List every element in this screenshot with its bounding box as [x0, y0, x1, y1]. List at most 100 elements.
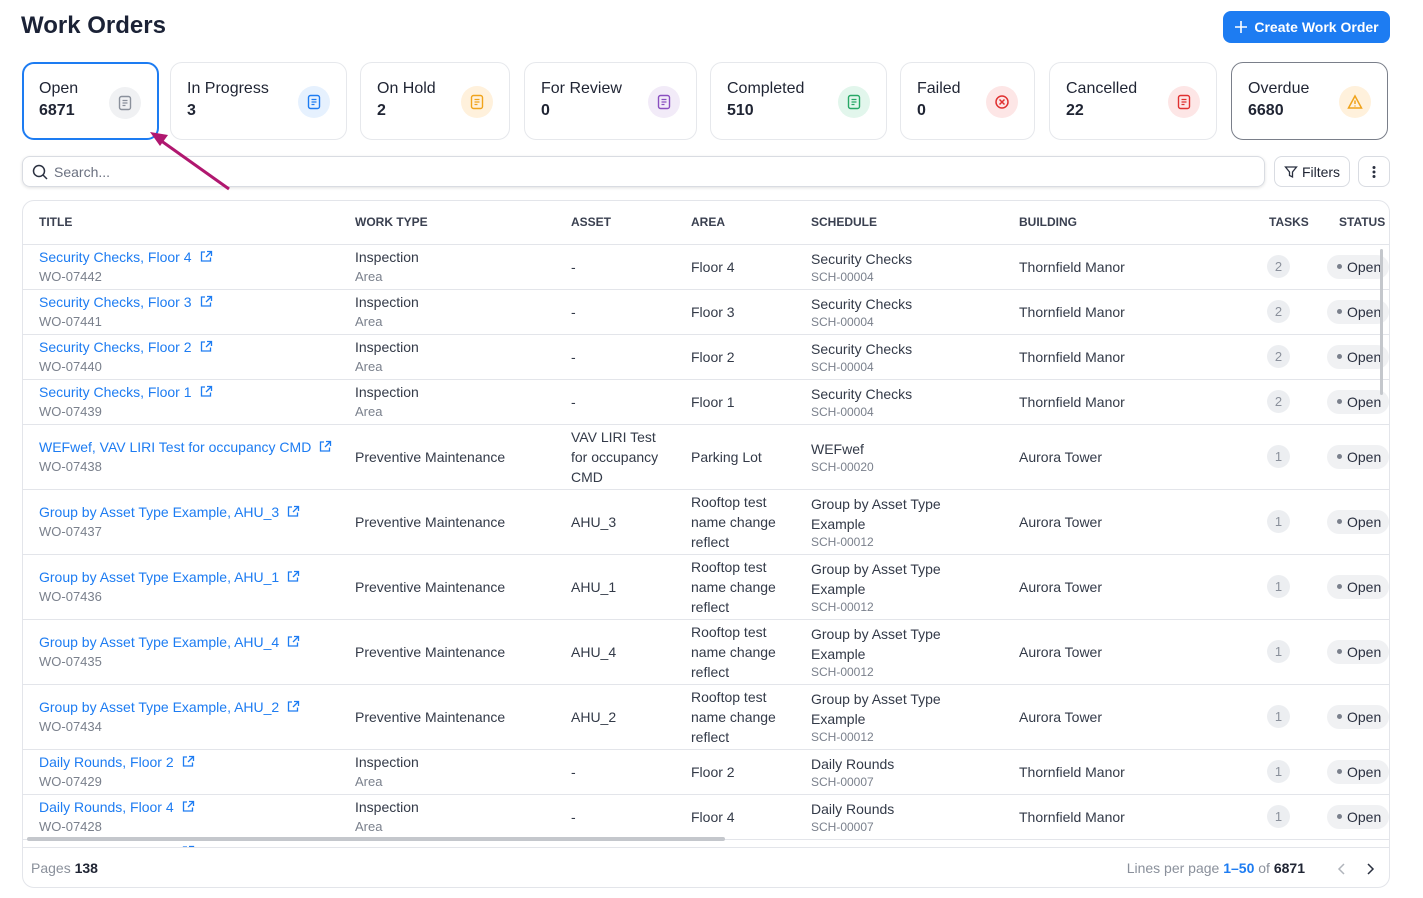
work-orders-table: TITLE WORK TYPE ASSET AREA SCHEDULE BUILDING T…	[23, 201, 1389, 847]
status-dot	[1337, 454, 1342, 460]
work-type-sub: Area	[355, 403, 383, 419]
status-card[interactable]: Failed 0	[900, 62, 1035, 140]
status-card[interactable]: For Review 0	[524, 62, 697, 140]
title-text: Daily Rounds, Floor 3	[39, 844, 174, 848]
schedule-cell: Security Checks SCH-00004	[795, 289, 1003, 335]
title-link[interactable]: Group by Asset Type Example, AHU_4	[39, 632, 333, 652]
table-footer: Pages 138 Lines per page 1–50 of 6871	[23, 847, 1389, 887]
pager-arrows[interactable]	[1337, 862, 1377, 876]
asset-cell: -	[555, 289, 675, 335]
tasks-badge: 2	[1267, 345, 1290, 368]
table-row[interactable]: Group by Asset Type Example, AHU_1 WO-074…	[23, 554, 1389, 620]
status-dot	[1337, 649, 1342, 655]
table-row[interactable]: WEFwef, VAV LIRI Test for occupancy CMD W…	[23, 424, 1389, 490]
order-id: WO-07435	[39, 653, 102, 669]
tasks-cell: 2	[1253, 334, 1323, 380]
work-type: Inspection	[355, 753, 419, 770]
tasks-cell: 1	[1253, 839, 1323, 847]
status-cell: Open	[1323, 379, 1389, 425]
schedule-cell: Daily Rounds SCH-00007	[795, 794, 1003, 840]
card-count: 22	[1066, 102, 1084, 119]
filters-label: Filters	[1301, 163, 1341, 180]
status-text: Open	[1347, 578, 1382, 595]
table-row[interactable]: Group by Asset Type Example, AHU_4 WO-074…	[23, 619, 1389, 685]
status-card[interactable]: On Hold 2	[360, 62, 510, 140]
schedule-id: SCH-00020	[811, 459, 874, 474]
title-link[interactable]: Daily Rounds, Floor 4	[39, 797, 333, 817]
status-text: Open	[1347, 448, 1382, 465]
asset-cell: -	[555, 334, 675, 380]
table-row[interactable]: Security Checks, Floor 3 WO-07441 Inspecti…	[23, 289, 1389, 335]
tasks-cell: 1	[1253, 794, 1323, 840]
v-scrollbar	[1380, 249, 1383, 395]
h-scrollbar	[27, 837, 725, 841]
schedule: WEFwef	[811, 440, 864, 457]
title-link[interactable]: Daily Rounds, Floor 3	[39, 842, 333, 848]
status-card[interactable]: Overdue 6680	[1231, 62, 1388, 140]
schedule-id: SCH-00004	[811, 314, 874, 329]
card-label: For Review	[541, 80, 622, 97]
title-link[interactable]: Group by Asset Type Example, AHU_3	[39, 502, 333, 522]
title-link[interactable]: Security Checks, Floor 4	[39, 247, 333, 267]
status-dot	[1337, 519, 1342, 525]
status-cell: Open	[1323, 554, 1389, 620]
range-info: Lines per page 1–50 of 6871	[1127, 860, 1305, 876]
title-text: Group by Asset Type Example, AHU_3	[39, 503, 280, 520]
schedule-cell: Group by Asset Type Example SCH-00012	[795, 489, 1003, 555]
more-icon	[1372, 165, 1376, 178]
status-text: Open	[1347, 393, 1382, 410]
status-card[interactable]: Cancelled 22	[1049, 62, 1217, 140]
title-text: Security Checks, Floor 3	[39, 293, 192, 310]
schedule: Security Checks	[811, 250, 913, 267]
schedule: Security Checks	[811, 340, 913, 357]
work-type: Preventive Maintenance	[355, 708, 506, 725]
table-scroll: TITLE WORK TYPE ASSET AREA SCHEDULE BUILDING T…	[23, 201, 1389, 847]
status-card[interactable]: In Progress 3	[170, 62, 347, 140]
table-row[interactable]: Group by Asset Type Example, AHU_3 WO-074…	[23, 489, 1389, 555]
search-box[interactable]: Search...	[22, 156, 1265, 187]
table-row[interactable]: Daily Rounds, Floor 3WO-07427InspectionA…	[23, 839, 1389, 847]
work-type: Inspection	[355, 842, 549, 848]
table-row[interactable]: Security Checks, Floor 2 WO-07440 Inspecti…	[23, 334, 1389, 380]
work-type: Preventive Maintenance	[355, 513, 506, 530]
building-cell: Thornfield Manor	[1003, 379, 1253, 425]
building-cell: Aurora Tower	[1003, 424, 1253, 490]
title-link[interactable]: WEFwef, VAV LIRI Test for occupancy CMD	[39, 437, 333, 457]
table-body: Security Checks, Floor 4 WO-07442 Inspecti…	[23, 244, 1389, 847]
work-type-cell: Inspection Area	[339, 289, 555, 335]
title-link[interactable]: Group by Asset Type Example, AHU_2	[39, 697, 333, 717]
more-button[interactable]	[1358, 156, 1390, 187]
card-label: Overdue	[1248, 80, 1310, 97]
work-type: Inspection	[355, 248, 419, 265]
title-link[interactable]: Daily Rounds, Floor 2	[39, 752, 333, 772]
status-text: Open	[1347, 348, 1382, 365]
title-link[interactable]: Security Checks, Floor 3	[39, 292, 333, 312]
order-id: WO-07442	[39, 268, 102, 284]
title-text: WEFwef, VAV LIRI Test for occupancy CMD	[39, 438, 312, 455]
asset-cell: -	[555, 839, 675, 847]
status-card[interactable]: Open 6871	[22, 62, 159, 140]
create-button[interactable]: Create Work Order	[1223, 11, 1390, 43]
status-dot	[1337, 264, 1342, 270]
table-row[interactable]: Group by Asset Type Example, AHU_2 WO-074…	[23, 684, 1389, 750]
title-link[interactable]: Group by Asset Type Example, AHU_1	[39, 567, 333, 587]
table-row[interactable]: Daily Rounds, Floor 2 WO-07429 Inspection A…	[23, 749, 1389, 795]
schedule-id: SCH-00012	[811, 664, 874, 679]
title-link[interactable]: Security Checks, Floor 2	[39, 337, 333, 357]
order-id: WO-07437	[39, 523, 102, 539]
area-cell: Floor 3	[675, 839, 795, 847]
status-card[interactable]: Completed 510	[710, 62, 887, 140]
filters-button[interactable]: Filters	[1274, 156, 1350, 187]
title-text: Group by Asset Type Example, AHU_1	[39, 568, 280, 585]
building-cell: Thornfield Manor	[1003, 244, 1253, 290]
table-row[interactable]: Security Checks, Floor 4 WO-07442 Inspecti…	[23, 244, 1389, 290]
building-cell: Aurora Tower	[1003, 619, 1253, 685]
table-row[interactable]: Security Checks, Floor 1 WO-07439 Inspecti…	[23, 379, 1389, 425]
tasks-cell: 1	[1253, 619, 1323, 685]
title-link[interactable]: Security Checks, Floor 1	[39, 382, 333, 402]
asset-cell: AHU_4	[555, 619, 675, 685]
work-type-cell: Preventive Maintenance	[339, 554, 555, 620]
table-row[interactable]: Daily Rounds, Floor 4 WO-07428 Inspection A…	[23, 794, 1389, 840]
title-text: Daily Rounds, Floor 4	[39, 798, 174, 815]
asset-cell: -	[555, 794, 675, 840]
